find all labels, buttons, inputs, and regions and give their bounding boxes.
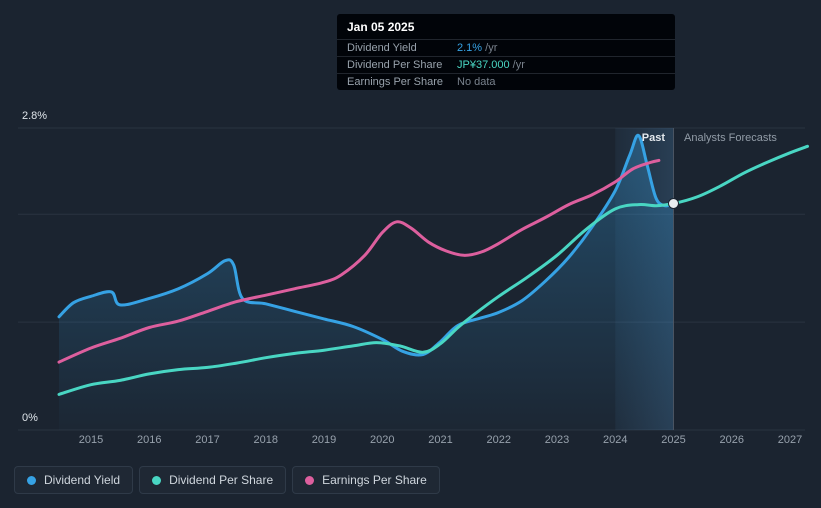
- earnings-per-share-dot-icon: [305, 475, 315, 485]
- legend-label: Dividend Yield: [44, 473, 121, 487]
- legend-item-earnings-per-share[interactable]: Earnings Per Share: [292, 466, 440, 494]
- tooltip-value: JP¥37.000 /yr: [457, 59, 665, 71]
- dividend-yield-dot-icon: [27, 475, 36, 485]
- tooltip-value-suffix: /yr: [509, 59, 525, 71]
- x-axis-label: 2024: [603, 434, 627, 446]
- x-axis-label: 2025: [661, 434, 685, 446]
- analysts-forecasts-label: Analysts Forecasts: [684, 132, 777, 144]
- earnings-per-share-line[interactable]: [57, 158, 661, 364]
- x-axis-label: 2023: [545, 434, 569, 446]
- dividend-yield-area: [59, 135, 674, 430]
- tooltip-label: Dividend Yield: [347, 42, 417, 54]
- dividend-per-share-line[interactable]: [57, 144, 809, 396]
- tooltip-value: No data: [457, 76, 665, 88]
- tooltip-value-suffix: /yr: [482, 42, 498, 54]
- tooltip-value-number: 2.1%: [457, 42, 483, 54]
- x-axis-label: 2015: [79, 434, 103, 446]
- tooltip-date: Jan 05 2025: [347, 20, 415, 34]
- tooltip-value-number: JP¥37.000: [457, 59, 510, 71]
- tooltip-row-earnings-per-share: Earnings Per Share No data: [337, 73, 675, 90]
- y-axis-label: 2.8%: [22, 110, 47, 122]
- tooltip-row-dividend-yield: Dividend Yield 2.1% /yr: [337, 39, 675, 56]
- legend-label: Dividend Per Share: [169, 473, 274, 487]
- legend-item-dividend-per-share[interactable]: Dividend Per Share: [139, 466, 287, 494]
- dividend-per-share-dot-icon: [152, 475, 162, 485]
- y-axis-label: 0%: [22, 412, 38, 424]
- x-axis-label: 2022: [487, 434, 511, 446]
- x-axis-label: 2020: [370, 434, 394, 446]
- legend-item-dividend-yield[interactable]: Dividend Yield: [14, 466, 134, 494]
- legend: Dividend Yield Dividend Per Share Earnin…: [14, 466, 440, 494]
- x-axis-label: 2021: [428, 434, 452, 446]
- tooltip-value: 2.1% /yr: [457, 42, 665, 54]
- chart-tooltip: Jan 05 2025 Dividend Yield 2.1% /yr Divi…: [337, 14, 675, 90]
- x-axis-label: 2026: [720, 434, 744, 446]
- current-value-marker[interactable]: [668, 198, 679, 209]
- legend-label: Earnings Per Share: [322, 473, 427, 487]
- past-label: Past: [641, 132, 665, 144]
- tooltip-value-number: No data: [457, 76, 496, 88]
- tooltip-label: Dividend Per Share: [347, 59, 443, 71]
- dividend-history-chart[interactable]: 2.8% 0% 2015 2016 2017 2018 2019 2020 2021 2022 20…: [0, 0, 821, 460]
- x-axis-label: 2018: [254, 434, 278, 446]
- tooltip-row-dividend-per-share: Dividend Per Share JP¥37.000 /yr: [337, 56, 675, 73]
- dividend-yield-line[interactable]: [57, 133, 675, 357]
- tooltip-label: Earnings Per Share: [347, 76, 443, 88]
- x-axis-label: 2027: [778, 434, 802, 446]
- x-axis-label: 2019: [312, 434, 336, 446]
- x-axis-label: 2017: [195, 434, 219, 446]
- x-axis-label: 2016: [137, 434, 161, 446]
